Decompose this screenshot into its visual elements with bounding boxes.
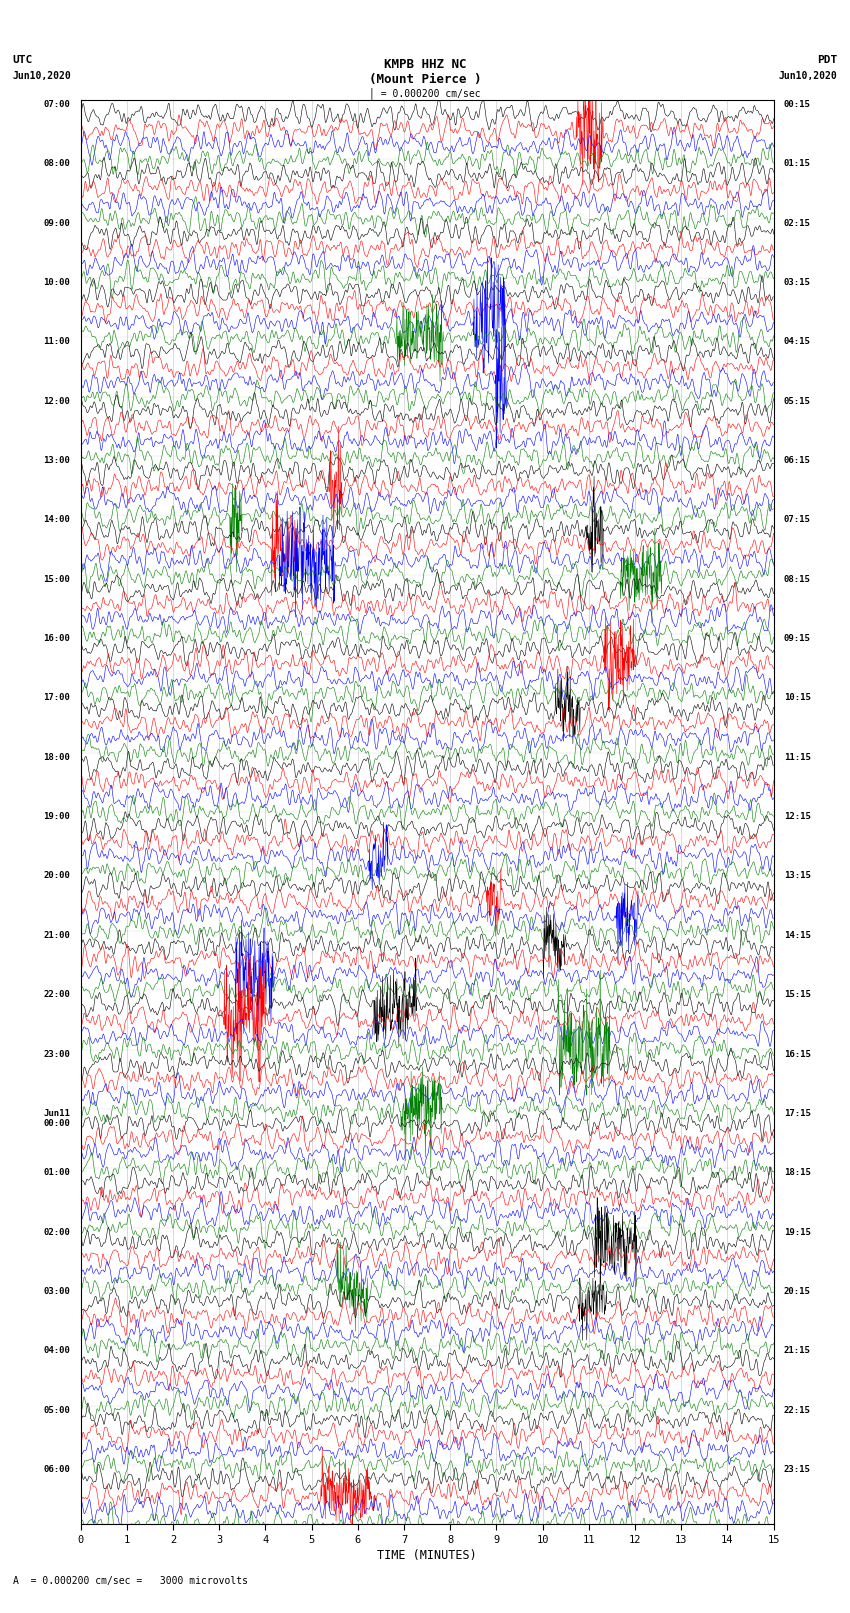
Text: 21:00: 21:00 bbox=[43, 931, 71, 940]
Text: 01:15: 01:15 bbox=[784, 160, 811, 168]
Text: 15:00: 15:00 bbox=[43, 574, 71, 584]
Text: (Mount Pierce ): (Mount Pierce ) bbox=[369, 73, 481, 85]
Text: 09:00: 09:00 bbox=[43, 219, 71, 227]
Text: 01:00: 01:00 bbox=[43, 1168, 71, 1177]
Text: 05:00: 05:00 bbox=[43, 1405, 71, 1415]
X-axis label: TIME (MINUTES): TIME (MINUTES) bbox=[377, 1548, 477, 1561]
Text: 00:15: 00:15 bbox=[784, 100, 811, 110]
Text: 07:15: 07:15 bbox=[784, 516, 811, 524]
Text: 14:15: 14:15 bbox=[784, 931, 811, 940]
Text: 19:00: 19:00 bbox=[43, 813, 71, 821]
Text: 15:15: 15:15 bbox=[784, 990, 811, 998]
Text: A  = 0.000200 cm/sec =   3000 microvolts: A = 0.000200 cm/sec = 3000 microvolts bbox=[13, 1576, 247, 1586]
Text: KMPB HHZ NC: KMPB HHZ NC bbox=[383, 58, 467, 71]
Text: Jun11
00:00: Jun11 00:00 bbox=[43, 1108, 71, 1127]
Text: 23:15: 23:15 bbox=[784, 1465, 811, 1474]
Text: 04:15: 04:15 bbox=[784, 337, 811, 347]
Text: 17:00: 17:00 bbox=[43, 694, 71, 702]
Text: 19:15: 19:15 bbox=[784, 1227, 811, 1237]
Text: 03:15: 03:15 bbox=[784, 277, 811, 287]
Text: 02:00: 02:00 bbox=[43, 1227, 71, 1237]
Text: 08:00: 08:00 bbox=[43, 160, 71, 168]
Text: 11:00: 11:00 bbox=[43, 337, 71, 347]
Text: PDT: PDT bbox=[817, 55, 837, 65]
Text: 14:00: 14:00 bbox=[43, 516, 71, 524]
Text: 18:00: 18:00 bbox=[43, 753, 71, 761]
Text: 22:00: 22:00 bbox=[43, 990, 71, 998]
Text: 07:00: 07:00 bbox=[43, 100, 71, 110]
Text: 13:00: 13:00 bbox=[43, 456, 71, 465]
Text: 11:15: 11:15 bbox=[784, 753, 811, 761]
Text: UTC: UTC bbox=[13, 55, 33, 65]
Text: 03:00: 03:00 bbox=[43, 1287, 71, 1295]
Text: 10:15: 10:15 bbox=[784, 694, 811, 702]
Text: 22:15: 22:15 bbox=[784, 1405, 811, 1415]
Text: 21:15: 21:15 bbox=[784, 1347, 811, 1355]
Text: 20:15: 20:15 bbox=[784, 1287, 811, 1295]
Text: 08:15: 08:15 bbox=[784, 574, 811, 584]
Text: 16:15: 16:15 bbox=[784, 1050, 811, 1058]
Text: 06:00: 06:00 bbox=[43, 1465, 71, 1474]
Text: 02:15: 02:15 bbox=[784, 219, 811, 227]
Text: Jun10,2020: Jun10,2020 bbox=[13, 71, 71, 81]
Text: 10:00: 10:00 bbox=[43, 277, 71, 287]
Text: 12:00: 12:00 bbox=[43, 397, 71, 406]
Text: 23:00: 23:00 bbox=[43, 1050, 71, 1058]
Text: 09:15: 09:15 bbox=[784, 634, 811, 644]
Text: 12:15: 12:15 bbox=[784, 813, 811, 821]
Text: 05:15: 05:15 bbox=[784, 397, 811, 406]
Text: Jun10,2020: Jun10,2020 bbox=[779, 71, 837, 81]
Text: 17:15: 17:15 bbox=[784, 1108, 811, 1118]
Text: 18:15: 18:15 bbox=[784, 1168, 811, 1177]
Text: 20:00: 20:00 bbox=[43, 871, 71, 881]
Text: │ = 0.000200 cm/sec: │ = 0.000200 cm/sec bbox=[369, 87, 481, 100]
Text: 04:00: 04:00 bbox=[43, 1347, 71, 1355]
Text: 06:15: 06:15 bbox=[784, 456, 811, 465]
Text: 16:00: 16:00 bbox=[43, 634, 71, 644]
Text: 13:15: 13:15 bbox=[784, 871, 811, 881]
